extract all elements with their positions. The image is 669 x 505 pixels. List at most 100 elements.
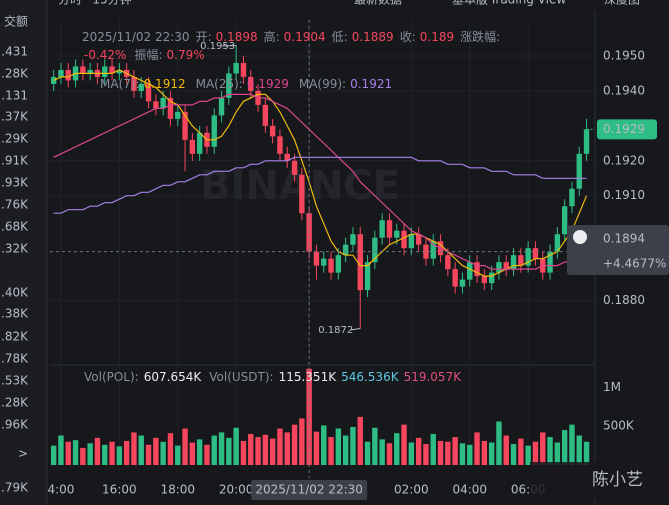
volume-bar (364, 441, 371, 465)
last-price-label: 0.1929 (603, 122, 645, 136)
ohlc-header: 2025/11/02 22:30 开: 0.1898 高: 0.1904 低: 0.1889… (82, 29, 500, 44)
candle-body (321, 258, 327, 266)
volume-bar (532, 441, 539, 465)
toolbar-tab: 最新数据 (354, 0, 402, 7)
volume-bar (313, 431, 320, 465)
candle-body (364, 262, 371, 291)
left-item: > (18, 447, 28, 461)
x-tick-label: 18:00 (160, 483, 195, 497)
last-price-box (597, 119, 657, 140)
y-tick-label: 0.1910 (603, 188, 645, 202)
low-pointer (350, 328, 361, 331)
candle-body (284, 153, 290, 161)
volume-bar (452, 437, 458, 465)
x-tick-label: 20:00 (219, 483, 254, 497)
candle-body (291, 160, 298, 175)
candle-body (226, 73, 232, 98)
candle-body (328, 258, 334, 273)
candle-body (583, 129, 590, 154)
volume-bar (386, 443, 393, 465)
volume-bar (437, 440, 444, 465)
volume-bar (269, 438, 276, 465)
volume-bar (576, 435, 582, 465)
volume-bar (583, 441, 590, 465)
vol-tick-label: 500K (603, 419, 635, 433)
volume-bar (408, 442, 415, 465)
ohlc-time: 2025/11/02 22:30 (82, 30, 190, 44)
amplitude-label: 振幅: (134, 47, 162, 62)
left-item: .32K (1, 242, 29, 256)
volume-bar (503, 435, 509, 465)
vol-tick-label: 1M (603, 380, 621, 394)
toolbar-tab: Trading View (489, 0, 567, 7)
candle-body (116, 69, 123, 74)
x-tick-label: 16:00 (102, 483, 137, 497)
crosshair-price-box (567, 225, 669, 275)
left-item: .91K (1, 154, 29, 168)
y-tick-label: 0.1880 (603, 293, 645, 307)
candle-body (269, 125, 276, 137)
amplitude-value: 0.79% (167, 48, 205, 62)
volume-bar (87, 443, 93, 465)
volume-bar (299, 418, 305, 465)
candle-body (240, 62, 247, 77)
crosshair-change: +4.4677% (603, 257, 666, 271)
candle-body (394, 230, 400, 238)
volume-bar (102, 444, 108, 465)
volume-bar (525, 445, 531, 465)
ohlc-value: 0.1889 (352, 30, 394, 44)
ma-legend-value: 0.1912 (144, 77, 186, 91)
ohlc-label: 收: (400, 30, 416, 44)
left-panel (0, 0, 47, 505)
volume-legend: Vol(POL): 607.654K Vol(USDT): 115.351K 546.5… (84, 370, 462, 384)
toolbar-tab: 分时 (58, 0, 82, 7)
candle-body (379, 220, 385, 238)
left-item: .68K (1, 220, 29, 234)
candle-body (569, 188, 575, 207)
volume-legend-name: Vol(POL): (84, 370, 139, 384)
change-label: 涨跌幅: (460, 29, 500, 44)
volume-legend-name: Vol(USDT): (209, 370, 273, 384)
candle-body (386, 220, 393, 238)
volume-bar (138, 435, 144, 465)
ma-legend-name: MA(7): (100, 77, 140, 91)
candle-body (299, 174, 305, 214)
candle-body (445, 255, 451, 270)
left-item: .37K (1, 110, 29, 124)
volume-bar (510, 444, 517, 465)
candle-body (65, 69, 71, 81)
volume-bar (50, 445, 57, 465)
candle-body (561, 206, 568, 235)
candle-body (87, 69, 93, 74)
x-tick-label: 4:00 (47, 483, 74, 497)
candle-body (233, 62, 239, 74)
ohlc-label: 高: (264, 29, 280, 44)
candle-body (58, 69, 64, 77)
volume-bar (335, 428, 342, 465)
ma-legend-name: MA(99): (299, 77, 346, 91)
volume-bar (94, 437, 101, 465)
candle-body (131, 76, 137, 91)
y-tick-label: 0.1940 (603, 83, 645, 97)
volume-bar (445, 441, 451, 465)
volume-bar (196, 439, 203, 465)
change-value: -0.42% (84, 48, 126, 62)
candle-body (576, 153, 582, 189)
volume-bar (248, 433, 254, 465)
volume-bar (233, 427, 239, 465)
crosshair-add-button (573, 230, 587, 244)
ma-line (53, 69, 588, 277)
ma-legend-name: MA(25): (196, 77, 243, 91)
candle-body (488, 272, 495, 284)
left-item: .28K (1, 67, 29, 81)
volume-bar (540, 432, 546, 465)
volume-bar (518, 438, 524, 465)
low-annotation: 0.1872 (318, 325, 353, 336)
y-tick-label: 0.1920 (603, 153, 645, 167)
candle-body (430, 241, 436, 259)
left-item: .431 (1, 45, 28, 59)
volume-bar (430, 433, 436, 465)
left-item: .28K (1, 396, 29, 410)
volume-bar (58, 435, 64, 465)
